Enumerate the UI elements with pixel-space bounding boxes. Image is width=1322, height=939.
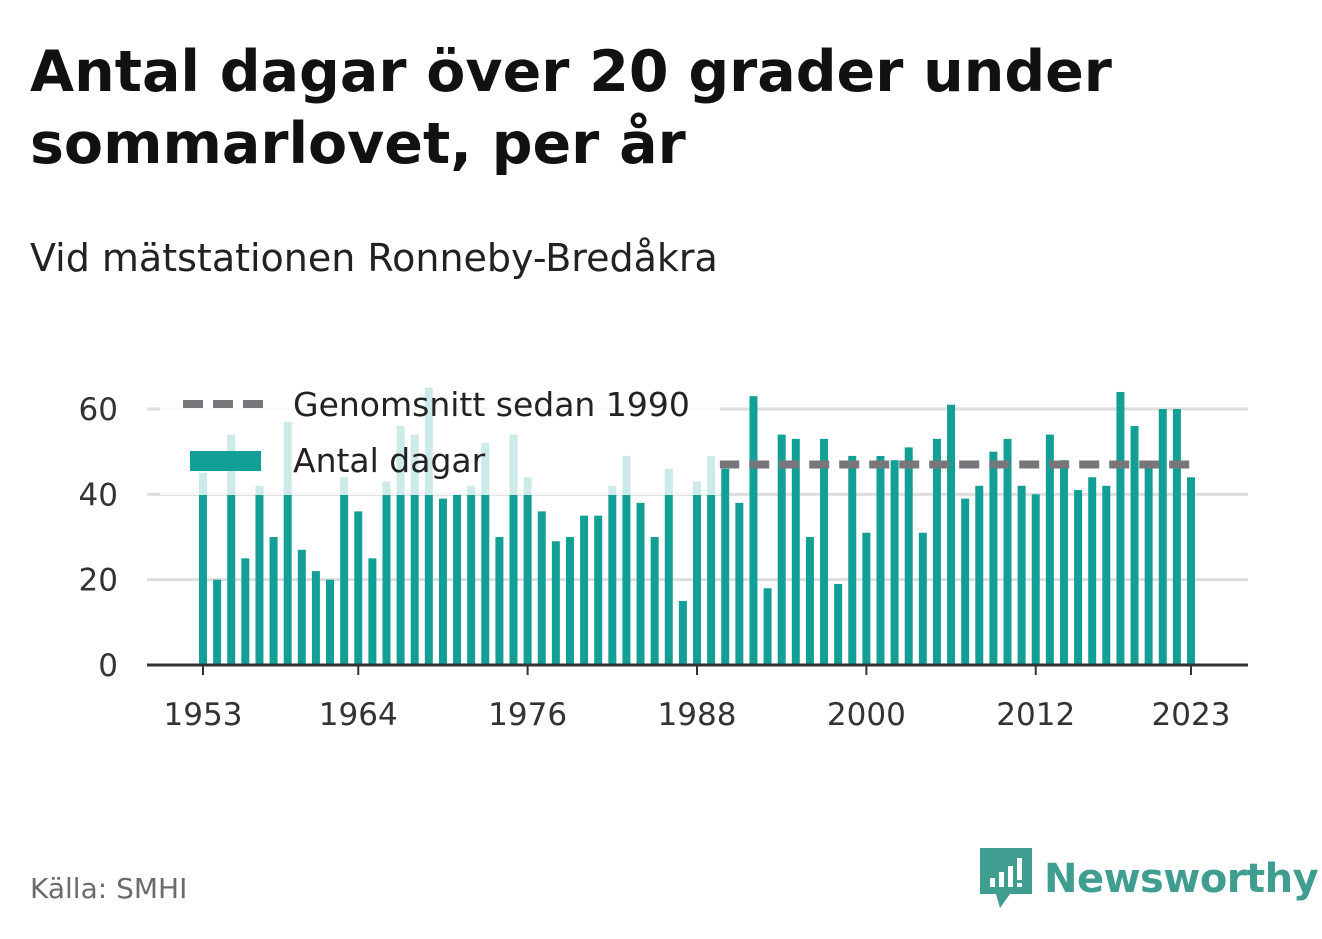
bar (1130, 426, 1139, 665)
bar (396, 426, 405, 665)
bar (961, 498, 970, 665)
bar (410, 434, 419, 665)
bar (551, 541, 560, 665)
bar (594, 515, 603, 665)
bar (1017, 485, 1026, 665)
bar (693, 481, 701, 665)
bar (904, 447, 913, 665)
bar-chart: 0 20 40 60 1953 1964 1976 1988 2000 2012 2023 Genom… (78, 380, 1248, 733)
chart-subtitle: Vid mätstationen Ronneby-Bredåkra (30, 236, 718, 280)
newsworthy-logo: Newsworthy (980, 848, 1319, 910)
legend-label-bars: Antal dagar (293, 441, 486, 480)
bar (495, 537, 504, 665)
bar (805, 537, 814, 665)
bar (1045, 434, 1054, 665)
bar (438, 498, 447, 665)
bar (1144, 464, 1153, 665)
bar (1187, 477, 1195, 665)
legend-label-average: Genomsnitt sedan 1990 (293, 385, 690, 424)
bar (1031, 494, 1040, 665)
bar (199, 473, 207, 665)
bar (255, 485, 264, 665)
bar (467, 485, 476, 665)
bar (678, 601, 687, 665)
bar (763, 588, 772, 665)
bar (509, 434, 518, 665)
x-tick-label: 1976 (488, 697, 567, 733)
bar (735, 502, 744, 665)
y-tick-label: 60 (79, 392, 118, 428)
bar (777, 434, 786, 665)
bar (721, 468, 730, 665)
chart-title: Antal dagar över 20 grader under sommarl… (30, 39, 1112, 177)
bar (876, 455, 885, 665)
bar (862, 532, 871, 665)
bar (537, 511, 546, 665)
x-tick-label: 1953 (164, 697, 243, 733)
bar (227, 434, 236, 665)
x-tick-label: 2012 (996, 697, 1075, 733)
bar (283, 421, 292, 665)
bar (848, 455, 857, 665)
source-note: Källa: SMHI (30, 872, 188, 905)
bar (523, 477, 532, 665)
bar (975, 485, 984, 665)
x-tick-label: 1964 (319, 697, 398, 733)
legend-swatch-bars (190, 451, 261, 471)
bar (241, 558, 250, 665)
bar (311, 571, 320, 665)
bar (989, 451, 998, 665)
bar (481, 443, 490, 665)
bar (1088, 477, 1097, 665)
bar (622, 455, 631, 665)
bar (636, 502, 645, 665)
bar (650, 537, 659, 665)
bar (820, 438, 829, 665)
bar (834, 583, 843, 665)
bar (890, 460, 899, 665)
bar (1003, 438, 1012, 665)
bar (326, 579, 335, 665)
bar (354, 511, 363, 665)
bar (1102, 485, 1111, 665)
bar (269, 537, 278, 665)
bar (565, 537, 574, 665)
x-tick-label: 1988 (658, 697, 737, 733)
bar (932, 438, 941, 665)
bar (424, 387, 433, 665)
legend-background (160, 380, 720, 495)
x-tick-label: 2000 (827, 697, 906, 733)
bar (213, 579, 222, 665)
bar (1059, 460, 1068, 665)
y-tick-label: 0 (98, 648, 118, 684)
bar (791, 438, 800, 665)
bar (453, 494, 462, 665)
bar (707, 455, 716, 665)
bar (580, 515, 589, 665)
bar (749, 396, 758, 665)
bar (608, 485, 617, 665)
bar (664, 468, 673, 665)
x-tick-label: 2023 (1152, 697, 1231, 733)
bar (368, 558, 377, 665)
bar (1158, 409, 1167, 665)
bar (382, 481, 391, 665)
bar (1172, 409, 1181, 665)
bar (1116, 391, 1125, 665)
y-tick-label: 20 (79, 563, 118, 599)
brand-name: Newsworthy (1044, 856, 1319, 902)
y-tick-label: 40 (79, 477, 118, 513)
bar (1074, 490, 1083, 665)
bar (340, 477, 349, 665)
bar (297, 549, 306, 665)
newsworthy-logo-icon (980, 848, 1032, 908)
bar (918, 532, 927, 665)
bar (947, 404, 956, 665)
